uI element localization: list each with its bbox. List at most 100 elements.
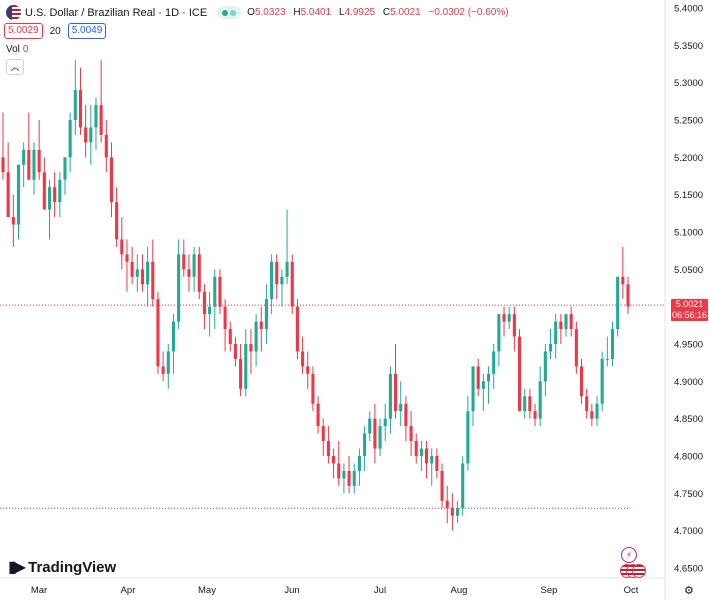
candle-body xyxy=(166,351,170,374)
candle-body xyxy=(461,463,465,509)
candle-body xyxy=(264,299,268,330)
candle-body xyxy=(182,254,186,270)
candle-body xyxy=(378,426,382,449)
candle-body xyxy=(202,291,206,315)
candle-body xyxy=(270,261,274,300)
candle-body xyxy=(84,127,88,143)
price-tick-label: 4.8000 xyxy=(674,452,703,463)
candle-body xyxy=(548,344,553,352)
candle-body xyxy=(523,396,527,412)
candle-body xyxy=(430,456,434,464)
candle-body xyxy=(151,261,155,300)
candle-body xyxy=(1,157,5,173)
candle-body xyxy=(610,329,615,359)
open-value: 5.0323 xyxy=(254,7,286,18)
candle-body xyxy=(595,403,599,419)
candle-body xyxy=(233,344,237,359)
close-label: C xyxy=(382,7,391,18)
candle-body xyxy=(481,381,485,389)
candle-body xyxy=(104,134,108,158)
candle-body xyxy=(388,373,392,419)
time-tick-label: Aug xyxy=(451,585,468,596)
economic-events-icon[interactable] xyxy=(620,564,646,578)
candle-body xyxy=(507,314,511,322)
last-price: 5.0021 xyxy=(675,299,704,309)
candle-body xyxy=(579,366,584,397)
candle-body xyxy=(445,500,449,509)
time-tick-label: Oct xyxy=(624,585,639,596)
ohlc-values: O5.0323 H5.0401 L4.9925 C5.0021 −0.0302 … xyxy=(247,7,513,18)
symbol-header: U.S. Dollar / Brazilian Real · 1D · ICE … xyxy=(6,5,514,20)
candle-body xyxy=(244,344,248,389)
candle-body xyxy=(78,90,83,128)
price-tick-label: 4.9500 xyxy=(674,340,703,351)
candle-body xyxy=(58,179,62,203)
candle-body xyxy=(311,373,315,404)
market-status-icon[interactable] xyxy=(217,6,242,19)
candle-body xyxy=(99,105,103,135)
usd-brl-flag-icon xyxy=(6,5,21,20)
candle-body xyxy=(171,321,176,352)
candle-body xyxy=(197,254,201,292)
candle-body xyxy=(440,470,444,501)
candle-body xyxy=(239,358,243,389)
time-tick-label: Apr xyxy=(121,585,136,596)
candle-body xyxy=(301,351,305,367)
candle-body xyxy=(554,321,558,344)
price-tick-label: 5.1500 xyxy=(674,190,703,201)
candle-body xyxy=(218,276,222,307)
chevron-up-icon[interactable]: ︿ xyxy=(6,59,24,75)
candle-body xyxy=(213,276,217,307)
candle-body xyxy=(208,306,212,315)
candle-body xyxy=(585,396,589,412)
candle-body xyxy=(569,314,573,330)
candle-body xyxy=(275,261,279,285)
candle-body xyxy=(130,261,134,277)
candle-body xyxy=(37,149,41,173)
candle-body xyxy=(363,433,367,456)
candle-body xyxy=(533,411,537,419)
bar-countdown: 06:56:16 xyxy=(671,310,708,320)
tradingview-logo[interactable]: ▮▶ TradingView xyxy=(8,557,116,577)
candle-body xyxy=(512,314,516,337)
price-tick-label: 5.3500 xyxy=(674,41,703,52)
price-tick-label: 5.2500 xyxy=(674,116,703,127)
candle-body xyxy=(73,90,77,120)
candle-body xyxy=(156,299,160,367)
candle-body xyxy=(373,418,377,449)
buy-button[interactable]: 5.0049 xyxy=(67,23,107,39)
candle-body xyxy=(404,403,408,427)
candle-body xyxy=(471,366,475,412)
event-lightning-icon[interactable]: ⚡ xyxy=(621,547,637,563)
candle-body xyxy=(564,314,568,330)
gear-icon[interactable]: ⚙ xyxy=(684,585,694,597)
candle-body xyxy=(42,172,46,210)
candle-body xyxy=(125,254,129,262)
candle-body xyxy=(259,321,263,330)
candle-body xyxy=(574,329,578,367)
candle-body xyxy=(528,396,532,412)
candle-body xyxy=(326,441,330,456)
candle-body xyxy=(332,456,336,464)
price-tick-label: 4.7500 xyxy=(674,489,703,500)
candle-body xyxy=(89,127,93,143)
sell-button[interactable]: 5.0029 xyxy=(4,23,43,39)
time-tick-label: Jun xyxy=(284,585,299,596)
candle-body xyxy=(280,276,284,285)
candle-body xyxy=(306,366,310,374)
symbol-title[interactable]: U.S. Dollar / Brazilian Real · 1D · ICE xyxy=(25,6,208,19)
candle-body xyxy=(223,306,227,330)
candle-body xyxy=(502,314,506,322)
open-label: O xyxy=(247,7,255,18)
candle-body xyxy=(22,149,26,165)
candle-body xyxy=(6,172,10,218)
candle-body xyxy=(425,448,429,464)
price-tick-label: 5.2000 xyxy=(674,153,703,164)
price-tick-label: 4.7000 xyxy=(674,526,703,537)
volume-legend: Vol 0 xyxy=(6,44,28,55)
candle-body xyxy=(68,120,72,158)
candle-body xyxy=(492,351,496,374)
high-value: 5.0401 xyxy=(300,7,332,18)
candle-body xyxy=(419,448,423,456)
